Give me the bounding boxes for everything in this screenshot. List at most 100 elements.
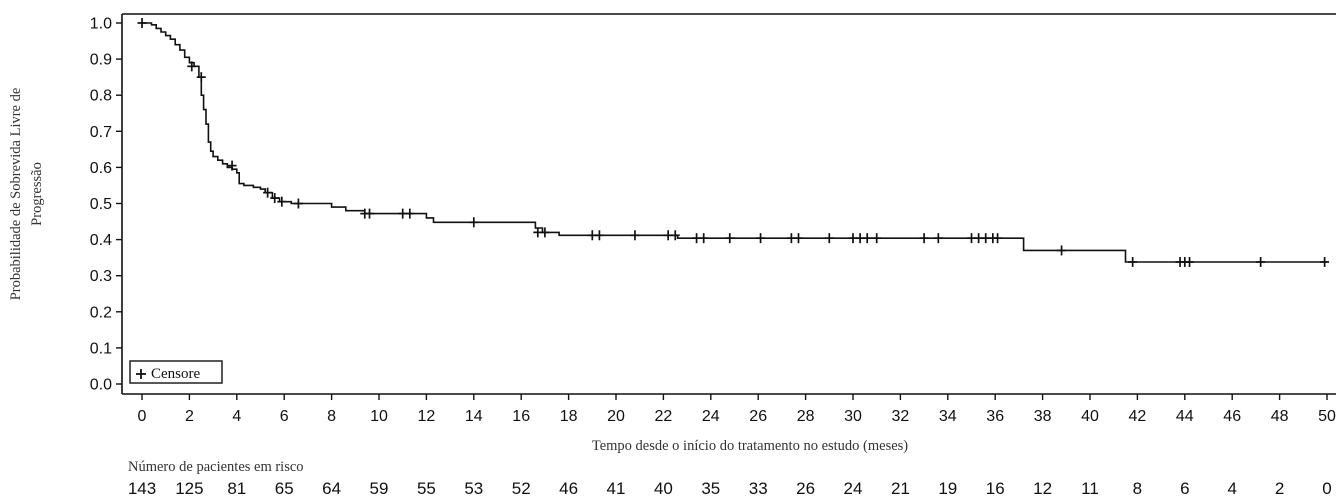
censor-mark [270, 193, 280, 204]
censor-mark [1057, 245, 1067, 256]
x-tick-label: 36 [986, 408, 1004, 425]
risk-count: 55 [417, 479, 436, 498]
x-tick-label: 32 [892, 408, 910, 425]
risk-count: 143 [128, 479, 156, 498]
y-tick-label: 0.2 [90, 304, 112, 321]
x-tick-label: 10 [370, 408, 388, 425]
x-tick-label: 14 [465, 408, 483, 425]
risk-count: 33 [749, 479, 768, 498]
legend-censor-icon [136, 369, 146, 379]
censor-mark [862, 233, 872, 244]
risk-count: 64 [322, 479, 341, 498]
x-tick-label: 4 [232, 408, 241, 425]
censor-marks [137, 18, 1330, 267]
legend-label: Censore [151, 366, 200, 382]
y-tick-label: 0.6 [90, 160, 112, 177]
risk-table: 143 125 81 65 64 59 55 53 52 46 41 40 35 33 26 24 21 19 16… [128, 479, 1332, 498]
censor-mark [293, 198, 303, 209]
censor-mark [277, 196, 287, 207]
censor-mark [699, 233, 709, 244]
risk-count: 12 [1033, 479, 1052, 498]
x-tick-label: 24 [702, 408, 720, 425]
x-tick-label: 40 [1081, 408, 1099, 425]
x-tick-label: 2 [185, 408, 194, 425]
risk-count: 4 [1227, 479, 1236, 498]
censor-mark [993, 233, 1003, 244]
censor-mark [540, 227, 550, 238]
x-tick-label: 26 [749, 408, 767, 425]
x-tick-label: 22 [655, 408, 673, 425]
x-tick-label: 18 [560, 408, 578, 425]
risk-count: 16 [986, 479, 1005, 498]
censor-mark [365, 208, 375, 219]
censor-mark [405, 208, 415, 219]
x-axis: 0 2 4 6 8 10 12 14 16 18 20 22 24 26 28 30 32 34 36 38 40 42 4… [138, 394, 1336, 425]
censor-mark [594, 230, 604, 241]
survival-curve [142, 22, 1327, 263]
y-tick-label: 1.0 [90, 16, 112, 33]
censor-mark [630, 230, 640, 241]
censor-mark [756, 233, 766, 244]
censor-mark [1185, 256, 1195, 267]
x-tick-label: 42 [1129, 408, 1147, 425]
y-axis-label-line1: Probabilidade de Sobrevida Livre de [8, 88, 24, 301]
x-tick-label: 8 [327, 408, 336, 425]
y-tick-label: 0.1 [90, 340, 112, 357]
y-axis: 0.0 0.1 0.2 0.3 0.4 0.5 0.6 0.7 0.8 0.9 1.0 [90, 16, 122, 394]
risk-count: 125 [175, 479, 203, 498]
risk-count: 81 [227, 479, 246, 498]
x-tick-label: 30 [844, 408, 862, 425]
risk-count: 0 [1322, 479, 1331, 498]
legend-box [129, 360, 223, 384]
risk-count: 24 [844, 479, 863, 498]
x-axis-label: Tempo desde o início do tratamento no es… [592, 438, 908, 454]
y-tick-label: 0.5 [90, 196, 112, 213]
censor-mark [670, 230, 680, 241]
risk-table-title: Número de pacientes em risco [128, 459, 304, 475]
censor-mark [1320, 256, 1330, 267]
x-tick-label: 28 [797, 408, 815, 425]
risk-count: 6 [1180, 479, 1189, 498]
censor-mark [1256, 256, 1266, 267]
x-tick-label: 48 [1271, 408, 1289, 425]
x-tick-label: 34 [939, 408, 957, 425]
censor-mark [469, 217, 479, 228]
risk-count: 40 [654, 479, 673, 498]
x-tick-label: 46 [1223, 408, 1241, 425]
y-tick-label: 0.3 [90, 268, 112, 285]
legend: Censore [129, 360, 223, 384]
censor-mark [919, 233, 929, 244]
censor-mark [227, 160, 237, 171]
risk-count: 52 [512, 479, 531, 498]
censor-mark [137, 18, 147, 28]
risk-count: 53 [464, 479, 483, 498]
censor-mark [187, 61, 197, 72]
risk-count: 11 [1081, 479, 1099, 498]
y-tick-label: 0.0 [90, 377, 112, 394]
risk-count: 59 [370, 479, 389, 498]
y-tick-label: 0.7 [90, 124, 112, 141]
risk-count: 8 [1133, 479, 1142, 498]
censor-mark [793, 233, 803, 244]
x-tick-label: 50 [1318, 408, 1336, 425]
risk-count: 35 [701, 479, 720, 498]
risk-count: 19 [938, 479, 957, 498]
censor-mark [263, 187, 273, 198]
risk-count: 65 [275, 479, 294, 498]
y-axis-label-line2: Progressão [29, 162, 45, 226]
risk-count: 26 [796, 479, 815, 498]
risk-count: 46 [559, 479, 578, 498]
censor-mark [1128, 256, 1138, 267]
x-tick-label: 16 [512, 408, 530, 425]
x-tick-label: 20 [607, 408, 625, 425]
risk-count: 2 [1275, 479, 1284, 498]
censor-mark [933, 233, 943, 244]
x-tick-label: 12 [418, 408, 436, 425]
risk-count: 41 [607, 479, 626, 498]
x-tick-label: 6 [280, 408, 289, 425]
y-tick-label: 0.8 [90, 88, 112, 105]
y-tick-label: 0.4 [90, 232, 112, 249]
censor-mark [196, 72, 206, 83]
censor-mark [824, 233, 834, 244]
